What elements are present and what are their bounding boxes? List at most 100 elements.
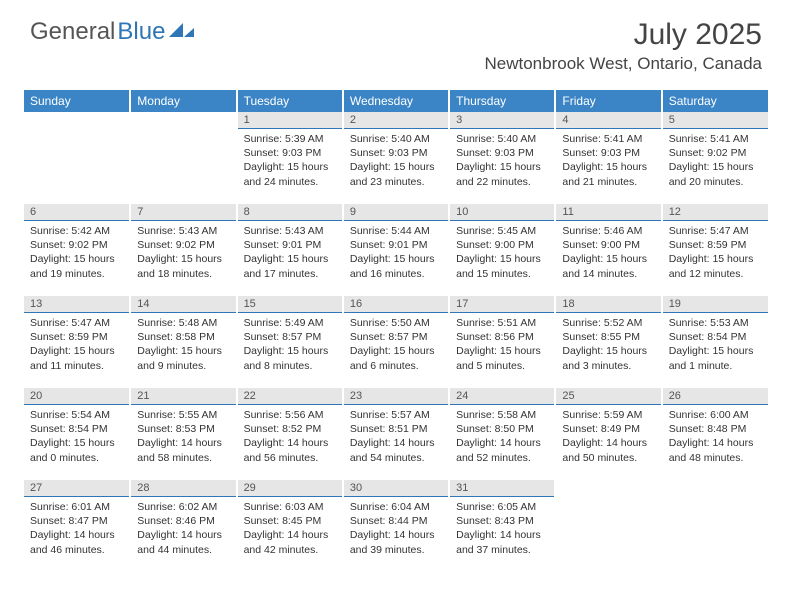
daylight-line: Daylight: 14 hours and 50 minutes. [562,436,654,464]
day-number: 15 [238,296,342,313]
sunrise-line: Sunrise: 5:43 AM [244,224,336,238]
calendar-body: 1Sunrise: 5:39 AMSunset: 9:03 PMDaylight… [24,112,768,572]
day-number: 6 [24,204,129,221]
sunrise-line: Sunrise: 5:48 AM [137,316,229,330]
title-block: July 2025 Newtonbrook West, Ontario, Can… [485,18,763,74]
calendar-cell: 6 Sunrise: 5:42 AMSunset: 9:02 PMDaylight… [24,204,130,296]
calendar-cell: 2Sunrise: 5:40 AMSunset: 9:03 PMDaylight… [343,112,449,204]
day-number: 29 [238,480,342,497]
calendar-table: SundayMondayTuesdayWednesdayThursdayFrid… [24,90,768,572]
day-number [556,480,660,497]
calendar-row: 20Sunrise: 5:54 AMSunset: 8:54 PMDayligh… [24,388,768,480]
day-body: Sunrise: 5:41 AMSunset: 9:03 PMDaylight:… [556,129,660,193]
calendar-cell: 8Sunrise: 5:43 AMSunset: 9:01 PMDaylight… [237,204,343,296]
daylight-line: Daylight: 14 hours and 42 minutes. [244,528,336,556]
sunset-line: Sunset: 8:57 PM [350,330,442,344]
day-number: 7 [131,204,235,221]
day-number: 2 [344,112,448,129]
sunset-line: Sunset: 8:55 PM [562,330,654,344]
sunset-line: Sunset: 8:48 PM [669,422,762,436]
calendar-cell: 15Sunrise: 5:49 AMSunset: 8:57 PMDayligh… [237,296,343,388]
calendar-cell: 31Sunrise: 6:05 AMSunset: 8:43 PMDayligh… [449,480,555,572]
daylight-line: Daylight: 15 hours and 15 minutes. [456,252,548,280]
calendar-cell: 17Sunrise: 5:51 AMSunset: 8:56 PMDayligh… [449,296,555,388]
sunrise-line: Sunrise: 5:45 AM [456,224,548,238]
day-body: Sunrise: 5:54 AMSunset: 8:54 PMDaylight:… [24,405,129,469]
daylight-line: Daylight: 15 hours and 0 minutes. [30,436,123,464]
day-number: 1 [238,112,342,129]
daylight-line: Daylight: 15 hours and 24 minutes. [244,160,336,188]
day-body: Sunrise: 6:02 AMSunset: 8:46 PMDaylight:… [131,497,235,561]
calendar-cell: 24Sunrise: 5:58 AMSunset: 8:50 PMDayligh… [449,388,555,480]
daylight-line: Daylight: 15 hours and 20 minutes. [669,160,762,188]
day-number: 5 [663,112,768,129]
daylight-line: Daylight: 14 hours and 52 minutes. [456,436,548,464]
day-body: Sunrise: 5:43 AMSunset: 9:01 PMDaylight:… [238,221,342,285]
day-number: 10 [450,204,554,221]
sunset-line: Sunset: 9:02 PM [30,238,123,252]
weekday-header: Thursday [449,90,555,112]
calendar-row: 1Sunrise: 5:39 AMSunset: 9:03 PMDaylight… [24,112,768,204]
day-number [24,112,129,129]
day-number: 13 [24,296,129,313]
sunrise-line: Sunrise: 5:46 AM [562,224,654,238]
daylight-line: Daylight: 15 hours and 22 minutes. [456,160,548,188]
weekday-header: Friday [555,90,661,112]
calendar-cell: 30Sunrise: 6:04 AMSunset: 8:44 PMDayligh… [343,480,449,572]
sunrise-line: Sunrise: 5:40 AM [350,132,442,146]
location: Newtonbrook West, Ontario, Canada [485,54,763,74]
day-number [663,480,768,497]
sunset-line: Sunset: 8:47 PM [30,514,123,528]
day-number: 25 [556,388,660,405]
calendar-cell: 29Sunrise: 6:03 AMSunset: 8:45 PMDayligh… [237,480,343,572]
weekday-header-row: SundayMondayTuesdayWednesdayThursdayFrid… [24,90,768,112]
daylight-line: Daylight: 15 hours and 18 minutes. [137,252,229,280]
day-body: Sunrise: 6:04 AMSunset: 8:44 PMDaylight:… [344,497,448,561]
day-number: 9 [344,204,448,221]
logo-text-1: General [30,18,115,46]
calendar-row: 27Sunrise: 6:01 AMSunset: 8:47 PMDayligh… [24,480,768,572]
day-number: 11 [556,204,660,221]
sunrise-line: Sunrise: 5:40 AM [456,132,548,146]
daylight-line: Daylight: 15 hours and 11 minutes. [30,344,123,372]
calendar-cell: 16Sunrise: 5:50 AMSunset: 8:57 PMDayligh… [343,296,449,388]
day-number: 28 [131,480,235,497]
day-body: Sunrise: 6:03 AMSunset: 8:45 PMDaylight:… [238,497,342,561]
calendar-cell: 10Sunrise: 5:45 AMSunset: 9:00 PMDayligh… [449,204,555,296]
sunrise-line: Sunrise: 5:39 AM [244,132,336,146]
sunrise-line: Sunrise: 6:00 AM [669,408,762,422]
day-number: 23 [344,388,448,405]
daylight-line: Daylight: 15 hours and 14 minutes. [562,252,654,280]
sunrise-line: Sunrise: 5:56 AM [244,408,336,422]
sunset-line: Sunset: 8:54 PM [669,330,762,344]
sunset-line: Sunset: 9:00 PM [562,238,654,252]
sunrise-line: Sunrise: 5:50 AM [350,316,442,330]
daylight-line: Daylight: 14 hours and 54 minutes. [350,436,442,464]
day-body: Sunrise: 5:39 AMSunset: 9:03 PMDaylight:… [238,129,342,193]
day-body: Sunrise: 5:46 AMSunset: 9:00 PMDaylight:… [556,221,660,285]
sunrise-line: Sunrise: 5:47 AM [669,224,762,238]
calendar-cell: 11Sunrise: 5:46 AMSunset: 9:00 PMDayligh… [555,204,661,296]
daylight-line: Daylight: 15 hours and 16 minutes. [350,252,442,280]
sunrise-line: Sunrise: 5:42 AM [30,224,123,238]
day-body: Sunrise: 6:01 AMSunset: 8:47 PMDaylight:… [24,497,129,561]
weekday-header: Saturday [662,90,768,112]
day-number: 12 [663,204,768,221]
calendar-cell: 23Sunrise: 5:57 AMSunset: 8:51 PMDayligh… [343,388,449,480]
sunset-line: Sunset: 8:45 PM [244,514,336,528]
sunset-line: Sunset: 8:44 PM [350,514,442,528]
daylight-line: Daylight: 15 hours and 19 minutes. [30,252,123,280]
day-number: 4 [556,112,660,129]
calendar-cell: 5Sunrise: 5:41 AMSunset: 9:02 PMDaylight… [662,112,768,204]
daylight-line: Daylight: 15 hours and 12 minutes. [669,252,762,280]
daylight-line: Daylight: 14 hours and 39 minutes. [350,528,442,556]
sunset-line: Sunset: 8:46 PM [137,514,229,528]
calendar-cell: 19Sunrise: 5:53 AMSunset: 8:54 PMDayligh… [662,296,768,388]
sunset-line: Sunset: 8:52 PM [244,422,336,436]
sunset-line: Sunset: 9:02 PM [669,146,762,160]
daylight-line: Daylight: 15 hours and 1 minute. [669,344,762,372]
sunrise-line: Sunrise: 5:59 AM [562,408,654,422]
day-body: Sunrise: 5:58 AMSunset: 8:50 PMDaylight:… [450,405,554,469]
calendar-cell: 26Sunrise: 6:00 AMSunset: 8:48 PMDayligh… [662,388,768,480]
day-body: Sunrise: 5:43 AMSunset: 9:02 PMDaylight:… [131,221,235,285]
